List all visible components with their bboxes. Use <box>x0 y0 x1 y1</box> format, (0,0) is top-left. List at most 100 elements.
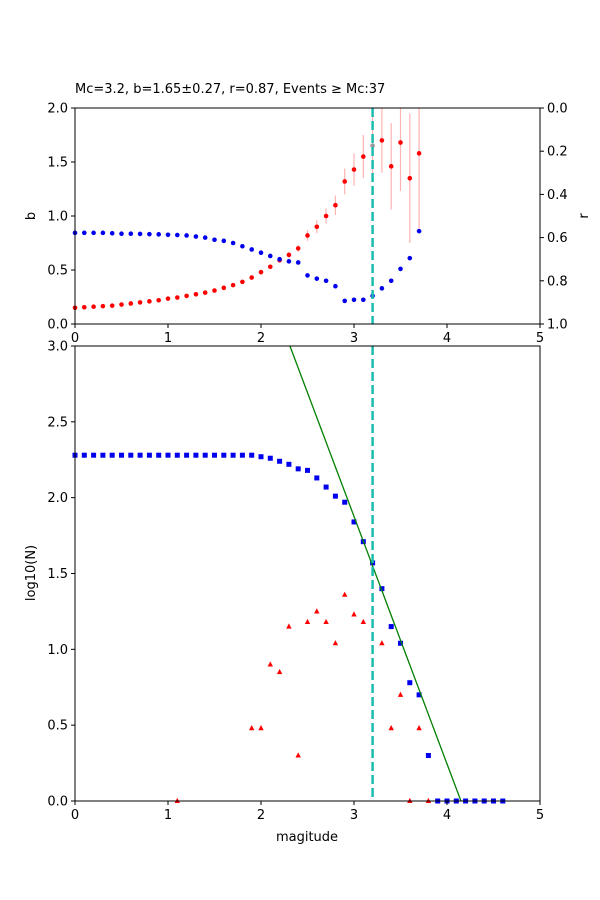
top-y2-tick-label: 0.2 <box>547 145 568 160</box>
cumulative-point <box>258 454 264 460</box>
b-value-point <box>137 300 143 305</box>
b-value-point <box>221 285 227 291</box>
b-value-point <box>212 288 217 293</box>
cumulative-point <box>323 484 329 490</box>
cumulative-point <box>416 692 422 698</box>
b-value-point <box>240 279 245 285</box>
r-value-point <box>156 232 161 237</box>
b-value-point <box>379 138 385 143</box>
incremental-point <box>174 797 180 804</box>
top-y-tick-label: 0.5 <box>47 264 68 279</box>
top-y2-tick-label: 0.6 <box>547 231 568 246</box>
top-y-tick-label: 1.5 <box>47 156 68 171</box>
incremental-point <box>425 797 432 804</box>
incremental-point <box>407 797 413 804</box>
top-x-tick-label: 1 <box>164 331 172 346</box>
cumulative-point <box>239 452 245 458</box>
bottom-x-tick-label: 4 <box>443 808 451 823</box>
top-y2-tick-label: 0.8 <box>547 274 568 289</box>
bottom-y-tick-label: 3.0 <box>47 340 68 355</box>
cumulative-point <box>388 624 394 630</box>
b-value-point <box>82 304 87 310</box>
r-value-point <box>240 243 245 249</box>
incremental-point <box>332 640 339 646</box>
incremental-point <box>416 725 422 731</box>
incremental-point <box>360 618 366 625</box>
y-axis-label-b: b <box>24 212 39 220</box>
top-x-tick-label: 4 <box>443 331 451 346</box>
cumulative-point <box>398 640 403 646</box>
r-value-point <box>416 228 422 234</box>
incremental-point <box>304 618 311 625</box>
incremental-point <box>388 725 394 731</box>
cumulative-point <box>249 452 255 458</box>
y-axis-label-log10n: log10(N) <box>24 545 39 601</box>
r-value-point <box>342 298 348 304</box>
r-value-point <box>305 273 310 278</box>
b-value-point <box>370 143 375 149</box>
incremental-point <box>314 608 320 614</box>
r-value-point <box>351 297 357 303</box>
b-value-point <box>156 297 161 303</box>
b-value-point <box>286 252 292 258</box>
r-value-point <box>100 230 106 236</box>
cumulative-point <box>305 467 310 473</box>
r-value-point <box>333 283 338 289</box>
r-value-point <box>230 240 236 246</box>
incremental-point <box>323 618 329 625</box>
b-value-point <box>305 233 310 238</box>
bottom-y-tick-label: 1.5 <box>47 567 68 582</box>
cumulative-point <box>128 452 134 458</box>
r-value-point <box>258 250 264 256</box>
b-value-point <box>119 302 124 307</box>
cumulative-point <box>379 586 385 592</box>
r-value-point <box>119 231 124 237</box>
b-value-point <box>109 303 115 308</box>
bottom-plot-frame <box>74 345 541 802</box>
cumulative-point <box>314 475 320 481</box>
b-value-point <box>351 167 357 172</box>
bottom-y-tick-label: 2.5 <box>47 415 68 430</box>
b-value-point <box>165 296 171 301</box>
r-value-point <box>361 297 366 303</box>
cumulative-point <box>137 452 143 458</box>
r-value-point <box>202 235 208 240</box>
incremental-point <box>379 640 385 646</box>
bottom-x-tick-label: 1 <box>164 808 172 823</box>
x-axis-label: magitude <box>276 830 338 845</box>
y-axis-label-r: r <box>577 213 592 219</box>
cumulative-point <box>351 519 357 525</box>
bottom-data-points <box>72 452 506 804</box>
top-x-tick-label: 3 <box>350 331 358 346</box>
bottom-y-tick-label: 1.0 <box>47 643 68 658</box>
top-x-tick-label: 0 <box>71 331 79 346</box>
bottom-x-tick-label: 0 <box>71 808 79 823</box>
cumulative-point <box>119 452 124 458</box>
r-value-point <box>286 259 292 264</box>
r-value-point <box>91 230 96 236</box>
cumulative-point <box>165 452 171 458</box>
cumulative-point <box>425 753 431 758</box>
incremental-point <box>286 623 292 629</box>
cumulative-point <box>81 452 87 458</box>
chart-title: Mc=3.2, b=1.65±0.27, r=0.87, Events ≥ Mc… <box>75 82 385 97</box>
r-value-point <box>212 237 217 243</box>
incremental-point <box>295 752 301 758</box>
cumulative-point <box>332 493 338 499</box>
r-value-point <box>295 260 301 265</box>
cumulative-point <box>286 461 292 467</box>
r-value-point <box>128 231 134 237</box>
bottom-y-tick-label: 0.0 <box>47 795 68 810</box>
bottom-x-tick-label: 3 <box>350 808 358 823</box>
b-value-point <box>416 151 422 156</box>
b-value-point <box>230 282 236 288</box>
bottom-y-tick-label: 2.0 <box>47 491 68 506</box>
b-value-point <box>147 299 152 304</box>
cumulative-point <box>230 452 236 458</box>
incremental-point <box>276 668 283 675</box>
gr-fit-line <box>289 345 462 802</box>
b-value-point <box>249 275 254 280</box>
b-value-point <box>258 269 264 275</box>
top-y2-tick-label: 0.0 <box>547 102 568 117</box>
